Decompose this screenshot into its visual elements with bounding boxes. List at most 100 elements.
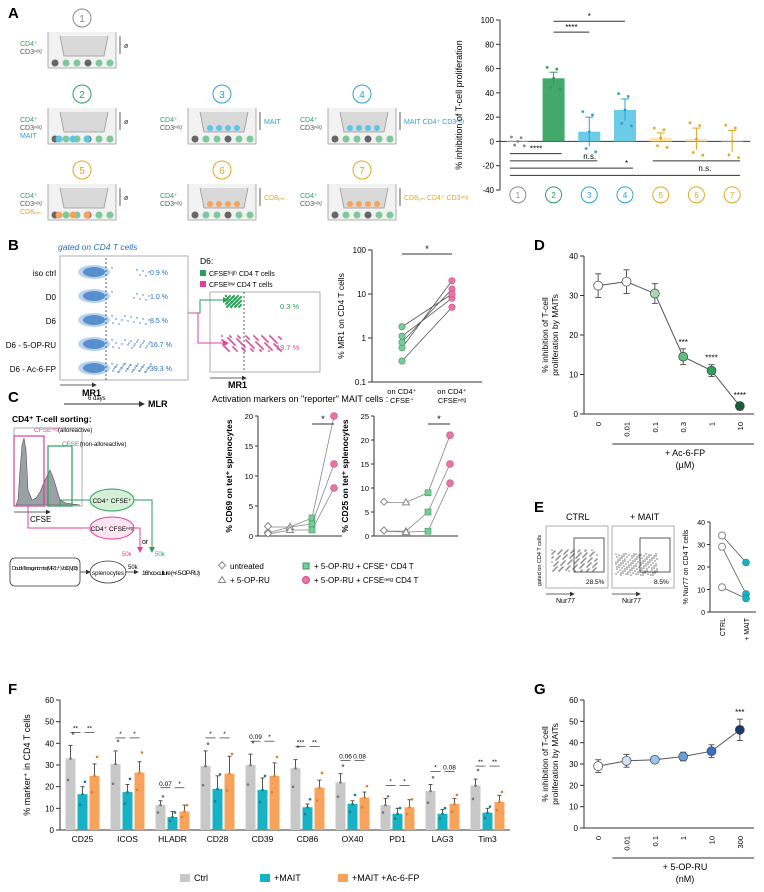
y-tick-label: 5 xyxy=(365,508,369,517)
flow-dot-ctrl xyxy=(560,564,562,566)
x-tick-label: LAG3 xyxy=(432,834,454,844)
flow-tail-dot xyxy=(139,346,141,348)
dot-high xyxy=(235,295,239,299)
flow-dot-mait xyxy=(650,554,652,556)
flow-dot-mait xyxy=(628,554,630,556)
x-tick-label: CD39 xyxy=(252,834,274,844)
flow-dot-ctrl xyxy=(579,549,581,551)
y-tick-label: 20 xyxy=(485,113,494,122)
data-point xyxy=(126,790,129,794)
point-mait xyxy=(742,558,750,567)
flow-row-label: D6 - Ac-6-FP xyxy=(10,365,56,374)
y-tick-label: -40 xyxy=(482,186,494,195)
data-point xyxy=(623,108,627,112)
flow-dot-ctrl xyxy=(552,570,554,572)
panel-e-axis-2: Nur77 xyxy=(622,598,641,605)
cell-dot xyxy=(342,211,350,219)
panel-b-d6-xaxis-label: MR1 xyxy=(228,380,247,390)
dot-low xyxy=(244,334,248,338)
bar xyxy=(134,772,145,830)
flow-tail-dot xyxy=(117,371,119,373)
well-insert xyxy=(59,35,109,57)
data-point xyxy=(558,87,562,91)
data-point xyxy=(500,790,504,794)
y-tick-label: 10 xyxy=(245,472,253,481)
flow-dot-ctrl xyxy=(563,553,565,555)
y-tick-label: 0 xyxy=(701,610,705,617)
flow-dot-mait xyxy=(618,564,620,566)
flow-dot-mait xyxy=(615,553,617,555)
flow-dot-ctrl xyxy=(567,563,569,565)
data-point xyxy=(701,153,705,157)
flow-dot-mait xyxy=(637,561,639,563)
data-point xyxy=(206,742,210,746)
flow-dot-ctrl xyxy=(552,556,554,558)
flow-dot-mait xyxy=(620,562,622,564)
panel-b-legend-low-swatch xyxy=(200,281,206,287)
panel-e-ctrl-pct: 28.5% xyxy=(586,579,605,586)
flow-dot-mait xyxy=(642,572,644,574)
cd8-dot xyxy=(83,211,91,219)
x-tick-label: 10 xyxy=(736,422,745,430)
data-point xyxy=(225,789,229,792)
data-point xyxy=(649,288,660,299)
data-point xyxy=(734,725,745,735)
bar xyxy=(290,768,301,830)
y-tick-label: 1 xyxy=(362,334,367,343)
flow-dot-ctrl xyxy=(551,549,553,551)
flow-tail-dot xyxy=(148,271,150,273)
dot-low xyxy=(252,334,256,338)
data-point xyxy=(453,802,456,806)
data-point xyxy=(185,803,189,807)
flow-dot-ctrl xyxy=(595,563,597,565)
sig-label: * xyxy=(425,244,429,254)
data-point xyxy=(706,365,717,376)
sig-label: *** xyxy=(297,740,305,747)
flow-dot-ctrl xyxy=(596,562,598,564)
series-line xyxy=(383,483,451,533)
flow-dot-mait xyxy=(640,562,642,564)
flow-dot-ctrl xyxy=(565,569,567,571)
data-point xyxy=(386,795,390,798)
data-point xyxy=(519,136,523,140)
flow-tail-dot xyxy=(140,368,142,370)
flow-dot-ctrl xyxy=(553,565,555,567)
cell-dot xyxy=(95,59,103,67)
flow-dot-mait xyxy=(624,570,626,572)
flow-dot-mait xyxy=(634,558,636,560)
well-number-circle xyxy=(72,84,92,104)
flow-dot-mait xyxy=(654,570,656,572)
panel-a-wells: 1CD4⁺CD3ⁿᵉᵍø2CD4⁺CD3ⁿᵉᵍMAITø3CD4⁺CD3ⁿᵉᵍM… xyxy=(20,8,469,221)
flow-tail-dot xyxy=(132,369,134,371)
well-number: 5 xyxy=(79,166,85,177)
flow-dot-ctrl xyxy=(568,566,570,568)
flow-dot-ctrl xyxy=(562,558,564,560)
data-point xyxy=(510,135,513,139)
data-point xyxy=(513,143,517,147)
well-left-label: CD4⁺ xyxy=(300,193,318,200)
flow-dot-ctrl xyxy=(594,564,596,566)
dot-low xyxy=(263,341,267,345)
x-axis-unit: (µM) xyxy=(676,460,695,470)
flow-dot-mait xyxy=(652,562,654,564)
sig-label: ** xyxy=(492,759,498,766)
sig-label: * xyxy=(434,765,437,772)
panel-letter-b: B xyxy=(8,237,19,254)
dot-high xyxy=(225,301,229,305)
well-left-label: CD4⁺ xyxy=(160,193,178,200)
flow-dot-mait xyxy=(646,558,648,560)
y-tick-label: 20 xyxy=(245,412,253,421)
flow-dot-mait xyxy=(632,560,634,562)
well-number-circle xyxy=(352,160,372,180)
category-circle xyxy=(580,186,598,204)
flow-tail-dot xyxy=(146,345,148,347)
bar xyxy=(179,811,190,830)
flow-dot-mait xyxy=(647,563,649,565)
flow-dot-mait xyxy=(623,555,625,557)
flow-tail-dot xyxy=(133,297,135,299)
flow-dot-ctrl xyxy=(571,555,573,557)
flow-dot-ctrl xyxy=(551,557,553,559)
cell-dot xyxy=(106,59,114,67)
bar xyxy=(122,792,133,830)
cell-dot xyxy=(364,135,372,143)
